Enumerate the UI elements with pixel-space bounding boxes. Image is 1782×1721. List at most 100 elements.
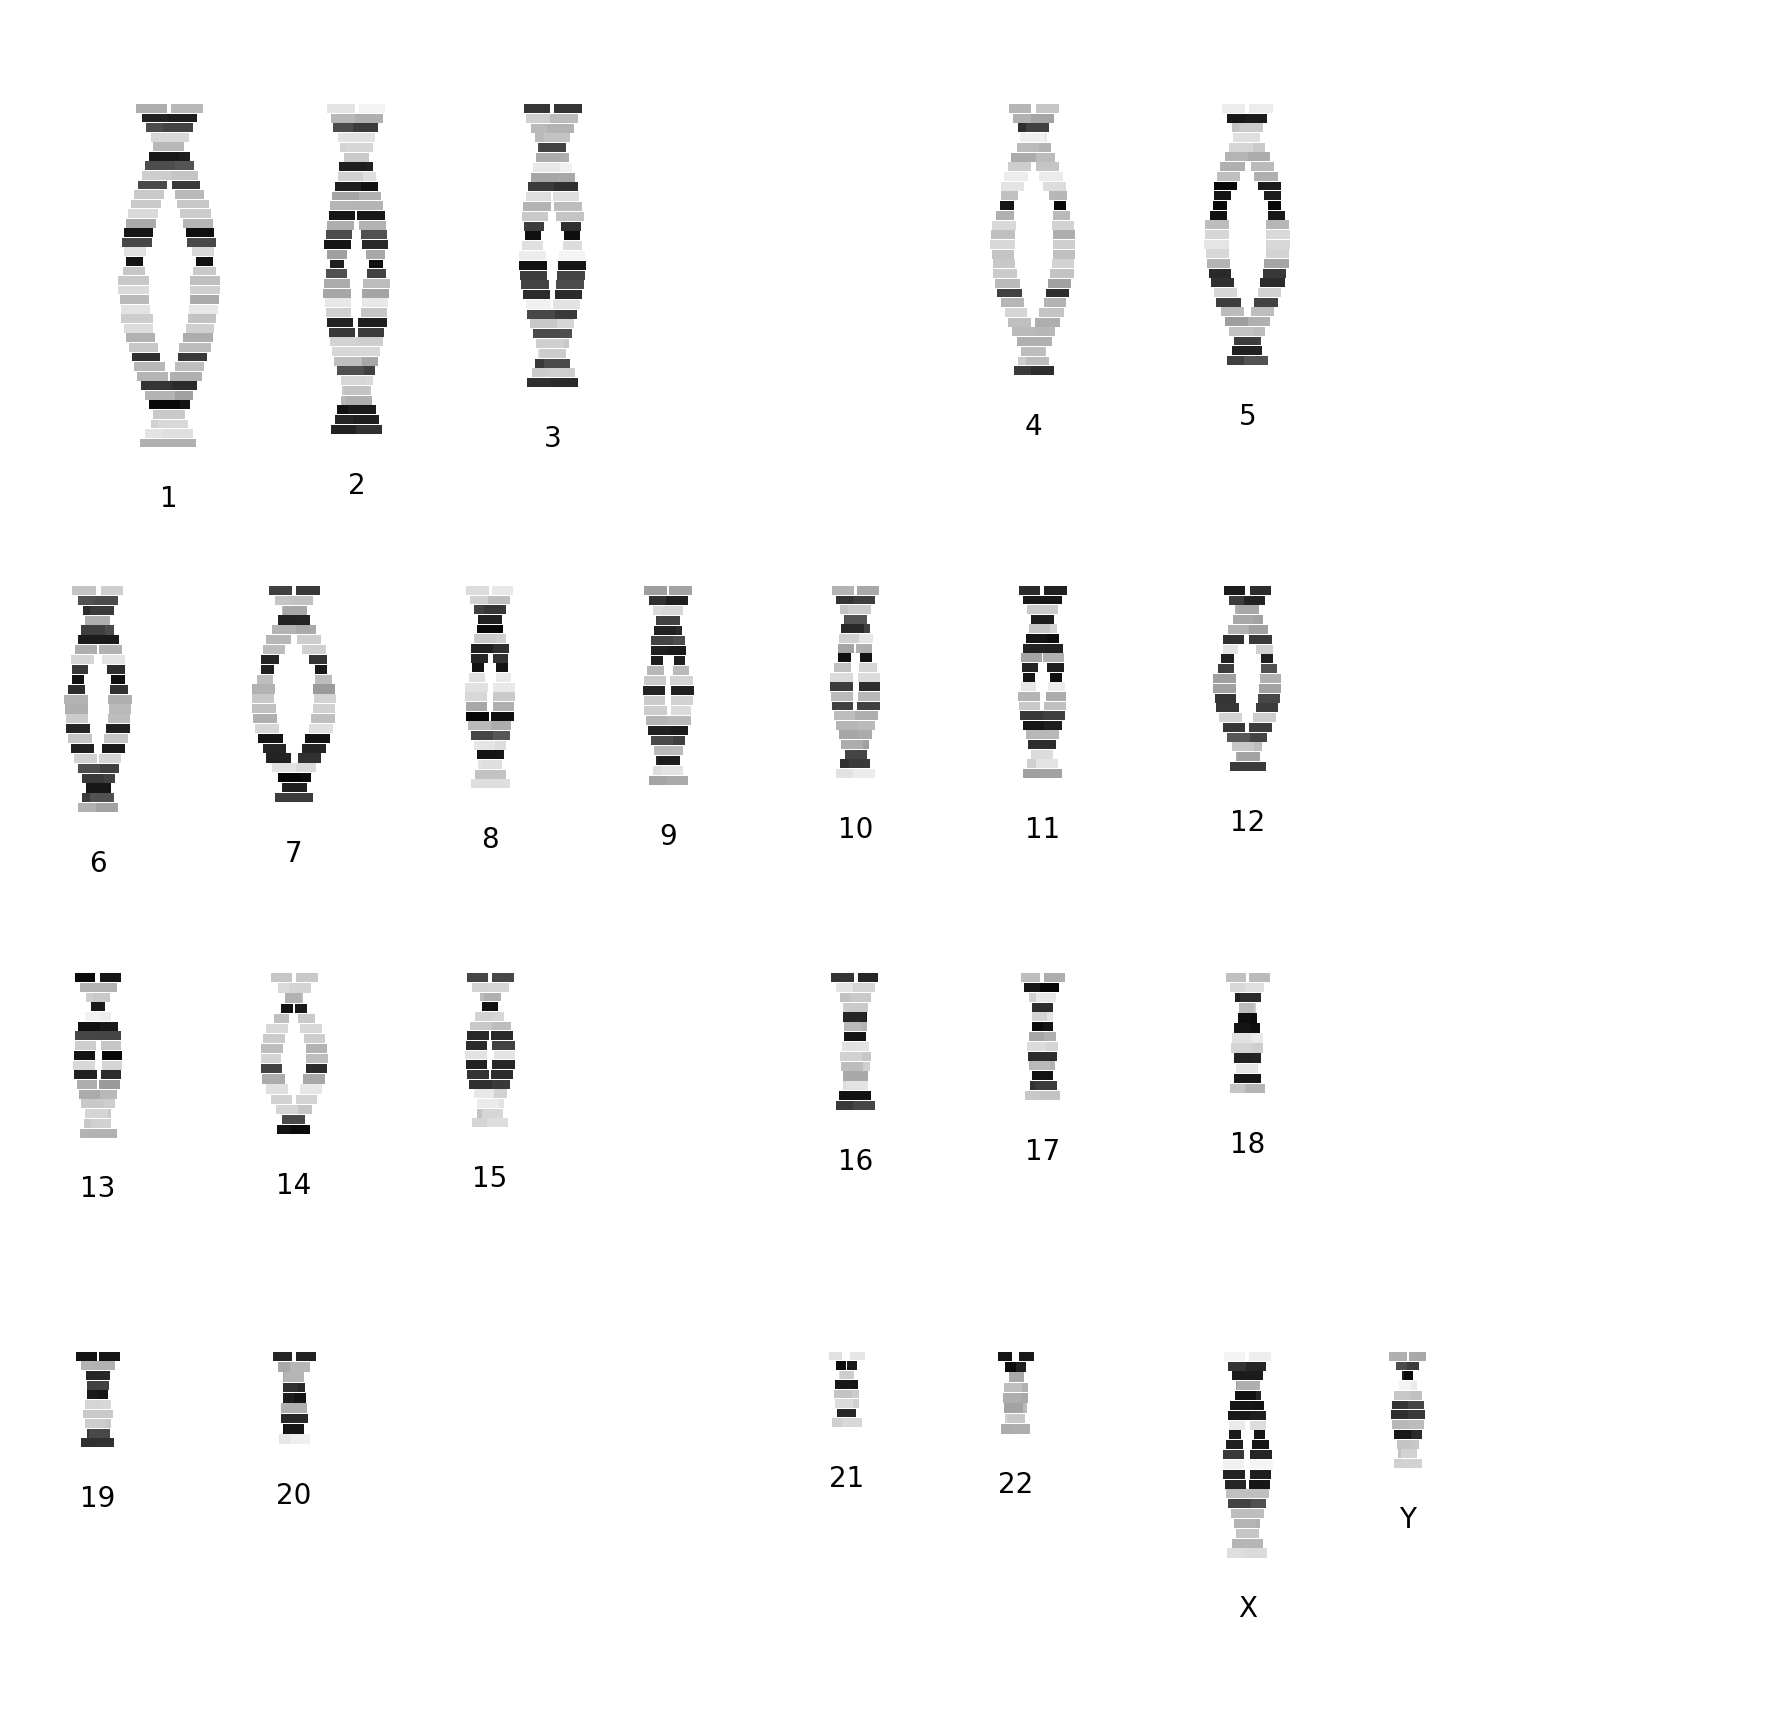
Bar [1026,730,1048,740]
Bar [1217,664,1233,673]
Bar [834,663,852,671]
Bar [273,1351,292,1361]
Bar [1249,635,1272,644]
Bar [1262,654,1272,663]
Bar [1051,220,1075,229]
Bar [1039,769,1062,778]
Bar [1021,663,1037,671]
Bar [524,222,544,231]
Bar [298,635,321,644]
Bar [1048,279,1071,287]
Bar [1005,1361,1016,1372]
Bar [1208,268,1231,277]
Bar [552,299,579,308]
Bar [647,716,668,725]
Bar [1037,1012,1053,1021]
Bar [1018,337,1039,346]
Bar [1394,1459,1411,1468]
Text: 22: 22 [998,1471,1034,1499]
Bar [1046,692,1066,700]
Bar [848,606,871,614]
Bar [1263,268,1287,277]
Bar [1242,1043,1263,1053]
Bar [1246,1014,1256,1022]
Bar [470,595,492,604]
Bar [1035,103,1059,114]
Bar [155,143,184,151]
Bar [258,733,283,743]
Bar [474,740,495,750]
Bar [1242,1509,1263,1518]
Bar [1044,972,1066,983]
Bar [526,114,554,122]
Bar [650,656,663,664]
Bar [298,754,321,762]
Bar [331,348,360,356]
Bar [1012,327,1035,336]
Bar [467,972,488,983]
Bar [1399,1380,1411,1391]
Bar [645,585,666,595]
Bar [843,1012,866,1022]
Bar [1244,595,1265,604]
Bar [1253,1440,1269,1449]
Bar [1244,114,1267,122]
Bar [472,1119,494,1127]
Bar [328,318,353,327]
Bar [1030,114,1053,122]
Bar [266,1024,289,1033]
Bar [551,310,577,318]
Bar [654,745,677,756]
Bar [344,153,369,162]
Bar [1231,1539,1253,1547]
Bar [1222,1459,1244,1470]
Bar [299,1024,323,1033]
Bar [1032,614,1053,623]
Bar [102,743,125,754]
Bar [1021,654,1042,663]
Bar [1249,1351,1271,1361]
Bar [168,382,198,391]
Bar [556,212,584,220]
Bar [1048,191,1067,200]
Bar [1018,356,1041,365]
Bar [1230,762,1251,771]
Bar [96,1089,118,1098]
Bar [1244,1033,1263,1043]
Bar [285,1372,305,1382]
Bar [476,1012,492,1021]
Bar [1263,260,1288,268]
Bar [1001,1423,1019,1434]
Bar [852,769,875,778]
Bar [1023,769,1044,778]
Bar [121,315,153,324]
Bar [91,606,114,614]
Bar [294,764,315,773]
Bar [850,993,871,1002]
Bar [859,663,877,671]
Bar [1237,337,1262,346]
Bar [494,1050,515,1060]
Bar [670,585,693,595]
Bar [841,740,864,749]
Bar [86,783,110,793]
Bar [1206,250,1228,258]
Bar [94,983,118,991]
Bar [519,251,545,260]
Bar [996,212,1014,220]
Bar [485,635,506,644]
Bar [1001,191,1018,200]
Bar [481,1002,494,1012]
Bar [1260,279,1285,287]
Bar [278,983,299,993]
Bar [71,675,84,683]
Bar [180,210,210,219]
Bar [838,1408,855,1418]
Bar [1050,268,1075,279]
Bar [1262,664,1278,673]
Bar [1235,1074,1255,1083]
Bar [1226,1440,1242,1449]
Bar [643,676,665,685]
Bar [1242,742,1262,752]
Bar [1249,1480,1271,1489]
